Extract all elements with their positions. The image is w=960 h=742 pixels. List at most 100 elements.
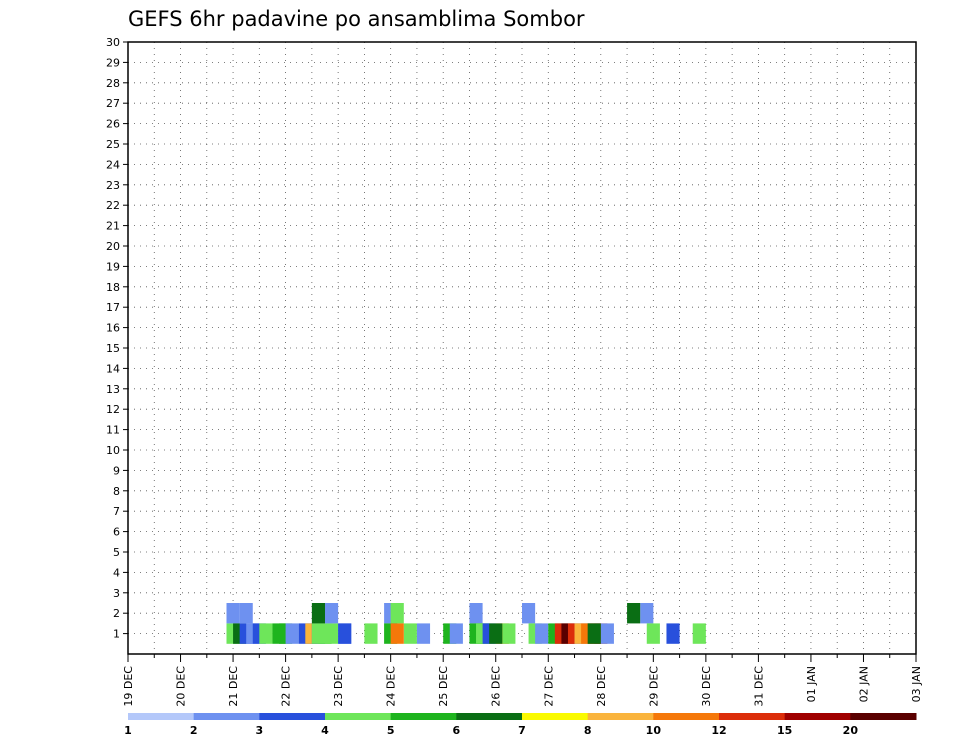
heatmap-cell	[502, 623, 516, 644]
chart-title: GEFS 6hr padavine po ansamblima Sombor	[128, 7, 585, 31]
y-tick-label: 4	[113, 566, 120, 579]
y-tick-label: 14	[106, 362, 120, 375]
x-tick-label: 31 DEC	[752, 666, 765, 707]
legend-label: 4	[321, 724, 329, 737]
legend-swatch	[456, 713, 523, 720]
heatmap-cell	[600, 623, 614, 644]
y-tick-label: 6	[113, 526, 120, 539]
x-tick-label: 26 DEC	[490, 666, 503, 707]
y-tick-label: 29	[106, 56, 120, 69]
y-tick-label: 16	[106, 322, 120, 335]
legend-label: 7	[518, 724, 526, 737]
legend-swatch	[587, 713, 654, 720]
legend-label: 1	[124, 724, 132, 737]
y-tick-label: 19	[106, 260, 120, 273]
heatmap-cell	[311, 623, 325, 644]
x-tick-label: 03 JAN	[910, 666, 923, 702]
x-tick-label: 23 DEC	[332, 666, 345, 707]
legend-label: 3	[256, 724, 264, 737]
plot-frame	[127, 41, 917, 655]
legend-swatch	[128, 713, 195, 720]
heatmap-cell	[226, 603, 240, 624]
heatmap-cell	[325, 603, 339, 624]
y-tick-label: 22	[106, 199, 120, 212]
heatmap-cell	[587, 623, 601, 644]
x-axis: 19 DEC 20 DEC 21 DEC 22 DEC 23 DEC 24 DEC 25 D…	[122, 654, 923, 707]
legend-label: 10	[646, 724, 662, 737]
y-tick-label: 18	[106, 281, 120, 294]
x-tick-label: 24 DEC	[385, 666, 398, 707]
y-axis: 1234567891011121314151617181920212223242…	[106, 36, 128, 641]
legend-label: 6	[453, 724, 461, 737]
heatmap-cell	[522, 603, 536, 624]
y-tick-label: 12	[106, 403, 120, 416]
legend-swatch	[719, 713, 786, 720]
legend-swatch	[784, 713, 851, 720]
x-tick-label: 19 DEC	[122, 666, 135, 707]
x-tick-label: 22 DEC	[280, 666, 293, 707]
x-tick-label: 21 DEC	[227, 666, 240, 707]
y-tick-label: 3	[113, 587, 120, 600]
y-tick-label: 21	[106, 220, 120, 233]
heatmap-cell	[640, 603, 654, 624]
x-tick-label: 29 DEC	[647, 666, 660, 707]
legend-label: 2	[190, 724, 198, 737]
heatmap-cell	[535, 623, 549, 644]
legend-swatch	[850, 713, 917, 720]
legend-label: 5	[387, 724, 395, 737]
legend-swatch	[522, 713, 589, 720]
legend-swatch	[653, 713, 720, 720]
heatmap-cell	[449, 623, 463, 644]
y-tick-label: 25	[106, 138, 120, 151]
legend-label: 15	[777, 724, 792, 737]
heatmap-cell	[364, 623, 378, 644]
x-tick-label: 28 DEC	[595, 666, 608, 707]
heatmap-cell	[646, 623, 660, 644]
legend-swatch	[259, 713, 326, 720]
y-tick-label: 5	[113, 546, 120, 559]
x-tick-label: 25 DEC	[437, 666, 450, 707]
heatmap-cell	[692, 623, 706, 644]
y-tick-label: 10	[106, 444, 120, 457]
heatmap-cell	[259, 623, 273, 644]
y-tick-label: 28	[106, 77, 120, 90]
heatmap-cell	[311, 603, 325, 624]
heatmap-cell	[416, 623, 431, 644]
heatmap-cell	[390, 623, 404, 644]
heatmap-cell	[390, 603, 404, 624]
y-tick-label: 30	[106, 36, 120, 49]
legend-label: 8	[584, 724, 592, 737]
legend-label: 12	[711, 724, 726, 737]
legend-swatch	[390, 713, 457, 720]
heatmap-cell	[239, 603, 253, 624]
y-tick-label: 8	[113, 485, 120, 498]
heatmap-cell	[338, 623, 352, 644]
heatmap-cell	[469, 603, 483, 624]
y-tick-label: 11	[106, 424, 120, 437]
legend-label: 20	[843, 724, 859, 737]
y-tick-label: 7	[113, 505, 120, 518]
y-tick-label: 24	[106, 158, 120, 171]
y-tick-label: 27	[106, 97, 120, 110]
y-tick-label: 23	[106, 179, 120, 192]
legend-swatch	[193, 713, 260, 720]
heatmap-cell	[285, 623, 299, 644]
y-tick-label: 2	[113, 607, 120, 620]
y-tick-label: 15	[106, 342, 120, 355]
x-tick-label: 20 DEC	[175, 666, 188, 707]
y-tick-label: 13	[106, 383, 120, 396]
heatmap-cell	[489, 623, 503, 644]
x-tick-label: 02 JAN	[857, 666, 870, 702]
y-tick-label: 1	[113, 628, 120, 641]
y-tick-label: 17	[106, 301, 120, 314]
heatmap-cells	[226, 603, 706, 644]
heatmap-cell	[325, 623, 339, 644]
y-tick-label: 26	[106, 118, 120, 131]
y-tick-label: 20	[106, 240, 120, 253]
color-legend: 1 2 3 4 5 6 7 8 10 12 15 20	[124, 713, 917, 737]
grid-lines	[128, 41, 916, 654]
x-tick-label: 30 DEC	[700, 666, 713, 707]
heatmap-cell	[403, 623, 417, 644]
x-tick-label: 01 JAN	[805, 666, 818, 702]
